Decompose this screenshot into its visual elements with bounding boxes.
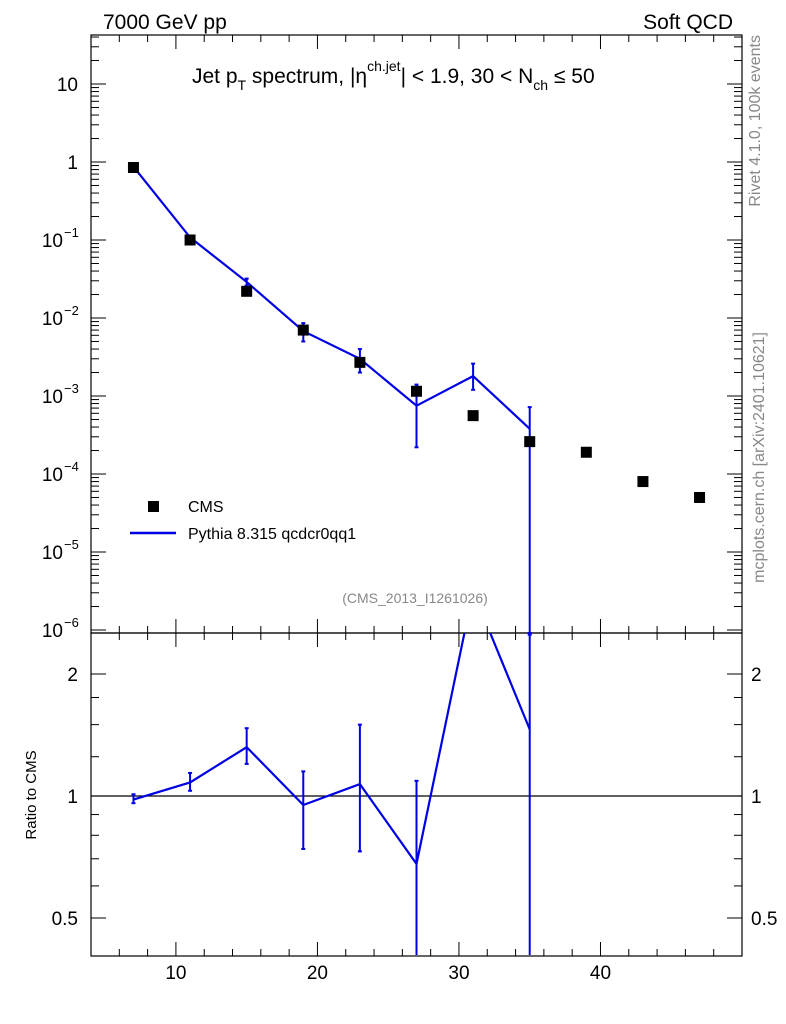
data-point [580, 446, 592, 458]
y-tick-label: 1 [67, 153, 78, 174]
legend-data-label: CMS [188, 499, 224, 516]
y-tick-label: 10 [42, 621, 63, 642]
ratio-y-tick-label: 1 [67, 787, 78, 808]
data-point [297, 324, 309, 336]
y-tick-exponent: −6 [64, 615, 79, 630]
y-tick-label: 10 [42, 387, 63, 408]
y-tick-label: 10 [57, 75, 78, 96]
title-sup-b: ch.jet [367, 58, 401, 74]
x-tick-label: 40 [590, 963, 611, 984]
main-frame [90, 34, 743, 634]
data-point [411, 385, 422, 397]
y-tick-exponent: −3 [64, 381, 79, 396]
title-part-c: | < 1.9, 30 < N [401, 65, 534, 88]
legend-data-marker [148, 501, 159, 512]
x-tick-label: 10 [165, 963, 186, 984]
data-point [241, 285, 253, 297]
mcplots-label: mcplots.cern.ch [arXiv:2401.10621] [751, 332, 768, 583]
ratio-marks [131, 633, 532, 955]
ratio-mc-line [133, 633, 531, 867]
data-point [127, 162, 139, 174]
y-tick-label: 10 [42, 465, 63, 486]
mc-line [132, 166, 531, 430]
plot-title: Jet pT spectrum, |ηch.jet| < 1.9, 30 < N… [192, 58, 595, 93]
y-tick-exponent: −5 [64, 537, 79, 552]
x-tick-label: 20 [307, 963, 328, 984]
y-tick-label: 10 [42, 309, 63, 330]
title-part-b: spectrum, |η [246, 65, 367, 88]
x-tick-label: 30 [448, 963, 469, 984]
ratio-y-label: Ratio to CMS [23, 750, 40, 839]
ratio-y-tick-label: 0.5 [52, 909, 78, 930]
header-right: Soft QCD [643, 11, 733, 34]
rivet-label: Rivet 4.1.0, 100k events [747, 35, 764, 207]
title-sub-c: ch [533, 77, 548, 93]
ratio-y-tick-label-right: 0.5 [751, 909, 777, 930]
data-point [637, 476, 649, 488]
ratio-y-tick-label-right: 1 [751, 787, 762, 808]
ratio-axes: 10 20 30 40 2 2 1 1 0.5 0.5 [52, 632, 777, 984]
main-marks [127, 162, 706, 634]
data-point [694, 491, 706, 503]
ratio-frame [90, 632, 743, 957]
data-point [354, 356, 366, 368]
y-tick-label: 10 [42, 231, 63, 252]
data-point [184, 234, 196, 246]
legend-mc-label: Pythia 8.315 qcdcr0qq1 [188, 526, 356, 543]
ratio-y-tick-label: 2 [67, 665, 78, 686]
y-tick-exponent: −1 [64, 225, 79, 240]
y-tick-label: 10 [42, 543, 63, 564]
analysis-watermark: (CMS_2013_I1261026) [342, 590, 488, 606]
y-tick-exponent: −2 [64, 303, 79, 318]
title-part-a: Jet p [192, 65, 238, 88]
y-tick-exponent: −4 [64, 459, 79, 474]
header-left: 7000 GeV pp [103, 11, 227, 34]
data-point [467, 410, 479, 422]
title-sub-a: T [238, 77, 247, 93]
ratio-y-tick-label-right: 2 [751, 665, 762, 686]
data-point [524, 436, 536, 448]
title-part-d: ≤ 50 [548, 65, 595, 88]
